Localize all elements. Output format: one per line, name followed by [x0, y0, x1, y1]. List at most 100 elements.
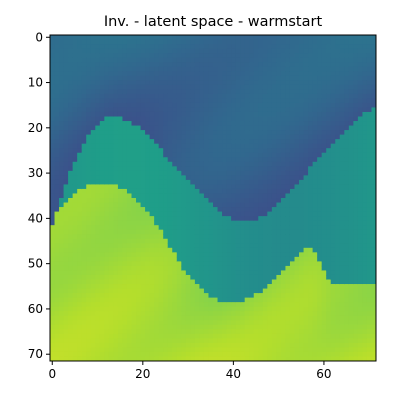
- heatmap-cell: [59, 179, 65, 185]
- heatmap-cell: [108, 351, 114, 357]
- heatmap-cell: [280, 48, 286, 54]
- heatmap-cell: [126, 261, 132, 267]
- heatmap-cell: [339, 75, 345, 81]
- heatmap-cell: [117, 265, 123, 271]
- heatmap-cell: [280, 157, 286, 163]
- heatmap-cell: [163, 351, 169, 357]
- heatmap-cell: [362, 62, 368, 68]
- heatmap-cell: [199, 84, 205, 90]
- heatmap-cell: [271, 53, 277, 59]
- heatmap-cell: [303, 166, 309, 172]
- heatmap-cell: [158, 238, 164, 244]
- heatmap-cell: [136, 184, 142, 190]
- heatmap-cell: [280, 288, 286, 294]
- heatmap-cell: [222, 288, 228, 294]
- heatmap-cell: [344, 71, 350, 77]
- heatmap-cell: [226, 53, 232, 59]
- heatmap-cell: [357, 351, 363, 357]
- heatmap-cell: [262, 347, 268, 353]
- heatmap-cell: [213, 175, 219, 181]
- heatmap-cell: [294, 170, 300, 176]
- heatmap-cell: [344, 297, 350, 303]
- heatmap-cell: [267, 35, 273, 41]
- heatmap-cell: [240, 207, 246, 213]
- heatmap-cell: [113, 315, 119, 321]
- heatmap-cell: [99, 220, 105, 226]
- heatmap-cell: [181, 274, 187, 280]
- heatmap-cell: [176, 111, 182, 117]
- heatmap-cell: [344, 143, 350, 149]
- heatmap-cell: [262, 188, 268, 194]
- heatmap-cell: [163, 89, 169, 95]
- heatmap-cell: [72, 356, 78, 362]
- heatmap-cell: [199, 329, 205, 335]
- heatmap-cell: [348, 39, 354, 45]
- heatmap-cell: [90, 297, 96, 303]
- heatmap-cell: [240, 184, 246, 190]
- heatmap-cell: [185, 44, 191, 50]
- heatmap-cell: [335, 98, 341, 104]
- heatmap-cell: [231, 306, 237, 312]
- heatmap-cell: [136, 211, 142, 217]
- heatmap-cell: [181, 184, 187, 190]
- heatmap-cell: [163, 48, 169, 54]
- heatmap-cell: [222, 243, 228, 249]
- heatmap-cell: [317, 66, 323, 72]
- heatmap-cell: [149, 71, 155, 77]
- heatmap-cell: [72, 57, 78, 63]
- heatmap-cell: [104, 342, 110, 348]
- heatmap-cell: [194, 121, 200, 127]
- heatmap-cell: [181, 207, 187, 213]
- heatmap-cell: [240, 62, 246, 68]
- heatmap-cell: [68, 175, 74, 181]
- heatmap-cell: [59, 84, 65, 90]
- heatmap-cell: [244, 216, 250, 222]
- heatmap-cell: [185, 284, 191, 290]
- heatmap-cell: [145, 274, 151, 280]
- heatmap-cell: [312, 338, 318, 344]
- heatmap-cell: [289, 71, 295, 77]
- heatmap-cell: [163, 179, 169, 185]
- heatmap-cell: [190, 220, 196, 226]
- heatmap-cell: [149, 66, 155, 72]
- heatmap-cell: [339, 84, 345, 90]
- heatmap-cell: [86, 202, 92, 208]
- heatmap-cell: [167, 161, 173, 167]
- heatmap-cell: [330, 329, 336, 335]
- heatmap-cell: [289, 84, 295, 90]
- heatmap-cell: [276, 207, 282, 213]
- heatmap-cell: [59, 44, 65, 50]
- heatmap-cell: [289, 284, 295, 290]
- heatmap-cell: [86, 229, 92, 235]
- heatmap-cell: [344, 252, 350, 258]
- heatmap-cell: [335, 93, 341, 99]
- heatmap-cell: [231, 220, 237, 226]
- heatmap-cell: [321, 293, 327, 299]
- heatmap-cell: [330, 188, 336, 194]
- heatmap-cell: [108, 211, 114, 217]
- heatmap-cell: [72, 188, 78, 194]
- heatmap-cell: [176, 143, 182, 149]
- heatmap-cell: [240, 84, 246, 90]
- heatmap-cell: [357, 57, 363, 63]
- heatmap-cell: [249, 320, 255, 326]
- heatmap-cell: [172, 143, 178, 149]
- heatmap-cell: [244, 44, 250, 50]
- heatmap-cell: [330, 216, 336, 222]
- heatmap-cell: [77, 66, 83, 72]
- heatmap-cell: [158, 139, 164, 145]
- heatmap-cell: [280, 297, 286, 303]
- heatmap-cell: [294, 148, 300, 154]
- heatmap-cell: [194, 139, 200, 145]
- heatmap-cell: [145, 198, 151, 204]
- heatmap-cell: [190, 130, 196, 136]
- heatmap-cell: [330, 207, 336, 213]
- heatmap-cell: [362, 84, 368, 90]
- heatmap-cell: [362, 53, 368, 59]
- heatmap-cell: [231, 35, 237, 41]
- heatmap-cell: [326, 134, 332, 140]
- heatmap-cell: [149, 143, 155, 149]
- heatmap-cell: [226, 302, 232, 308]
- heatmap-cell: [172, 288, 178, 294]
- heatmap-cell: [267, 170, 273, 176]
